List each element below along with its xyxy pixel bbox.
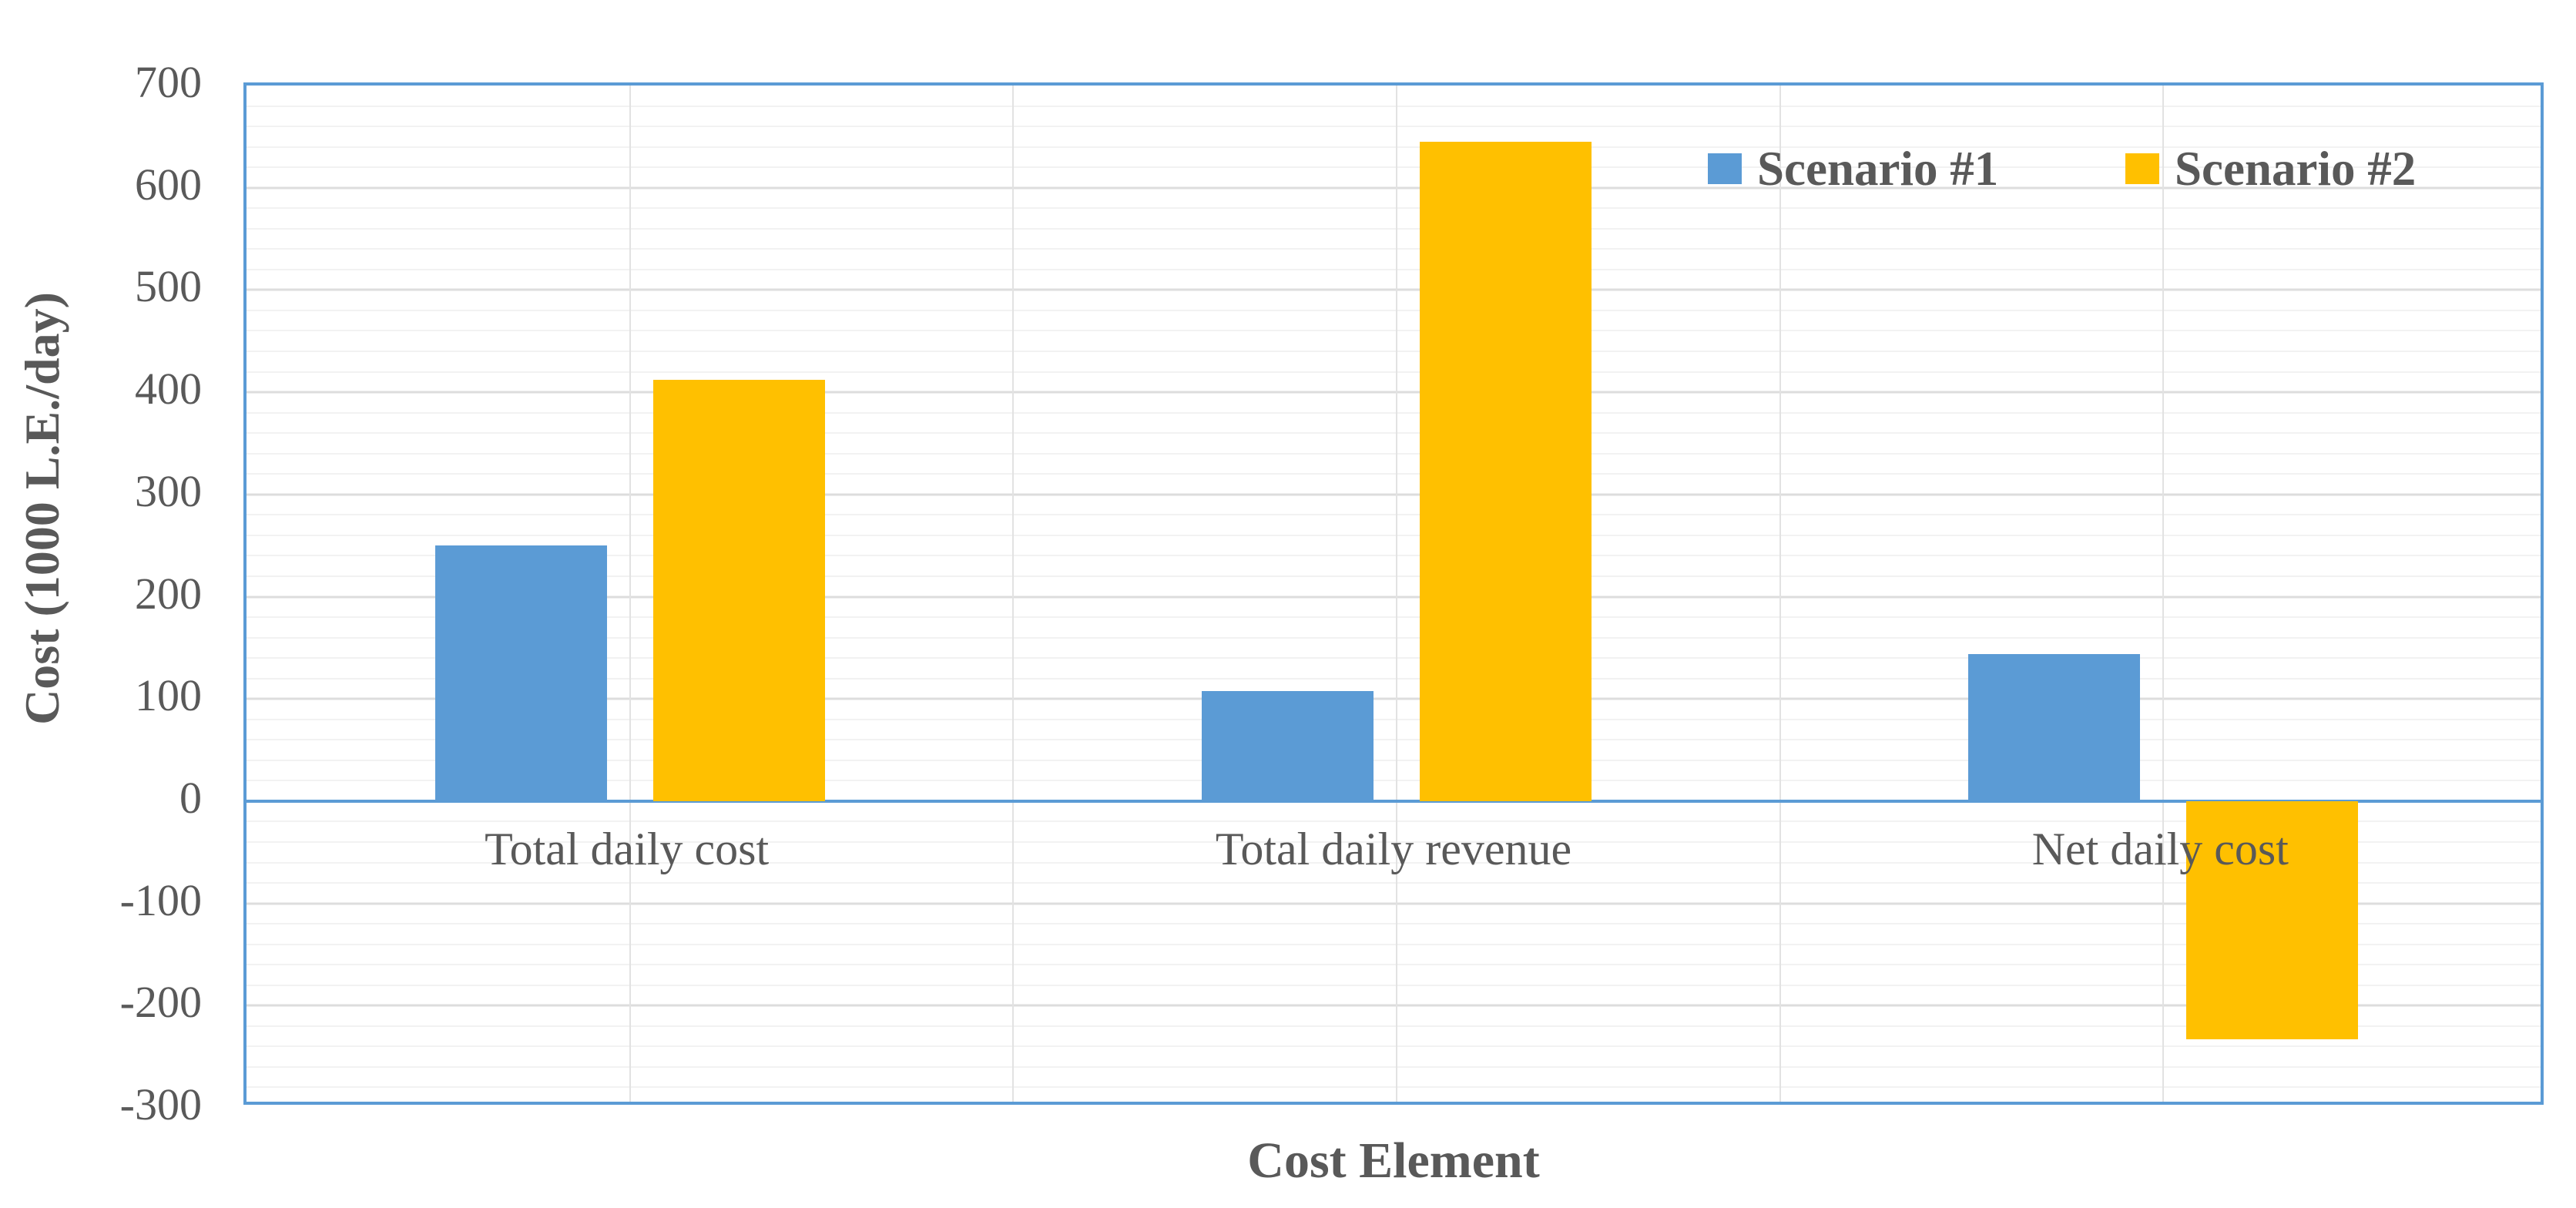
minor-gridline-40 <box>247 759 2541 761</box>
y-tick-label-200: 200 <box>135 568 202 619</box>
minor-gridline--260 <box>247 1065 2541 1068</box>
minor-gridline-60 <box>247 739 2541 741</box>
legend-label-1: Scenario #1 <box>1757 142 1999 196</box>
minor-gridline-440 <box>247 351 2541 353</box>
y-tick-label--100: -100 <box>119 874 202 925</box>
legend-item-2: Scenario #2 <box>2125 142 2417 196</box>
legend-swatch-1 <box>1708 153 1742 184</box>
legend-label-2: Scenario #2 <box>2175 142 2417 196</box>
x-axis-title: Cost Element <box>1247 1132 1540 1189</box>
minor-gridline-620 <box>247 166 2541 169</box>
minor-gridline-320 <box>247 473 2541 475</box>
minor-gridline-420 <box>247 371 2541 373</box>
bar-scenario-1-net-daily-cost <box>1968 653 2141 801</box>
minor-gridline-220 <box>247 575 2541 577</box>
minor-gridline--160 <box>247 964 2541 966</box>
y-tick-label-400: 400 <box>135 364 202 414</box>
vertical-gridline-2 <box>1012 86 1015 1102</box>
minor-gridline--60 <box>247 861 2541 864</box>
minor-gridline--80 <box>247 882 2541 884</box>
minor-gridline--240 <box>247 1045 2541 1048</box>
minor-gridline--180 <box>247 984 2541 986</box>
category-label-total-daily-revenue: Total daily revenue <box>1215 823 1572 874</box>
minor-gridline-120 <box>247 677 2541 680</box>
y-tick-label--200: -200 <box>119 977 202 1028</box>
minor-gridline-140 <box>247 657 2541 659</box>
major-gridline-600 <box>247 186 2541 190</box>
minor-gridline--280 <box>247 1086 2541 1089</box>
minor-gridline-520 <box>247 268 2541 270</box>
minor-gridline-660 <box>247 126 2541 128</box>
major-gridline-500 <box>247 288 2541 291</box>
minor-gridline-260 <box>247 534 2541 536</box>
y-tick-label--300: -300 <box>119 1079 202 1129</box>
major-gridline-400 <box>247 391 2541 394</box>
category-label-total-daily-cost: Total daily cost <box>485 823 770 874</box>
major-gridline--200 <box>247 1004 2541 1007</box>
major-gridline-200 <box>247 596 2541 598</box>
y-tick-label-700: 700 <box>135 57 202 107</box>
vertical-gridline-4 <box>1779 86 1781 1102</box>
minor-gridline-180 <box>247 616 2541 619</box>
minor-gridline-580 <box>247 207 2541 210</box>
minor-gridline-240 <box>247 555 2541 557</box>
y-tick-label-100: 100 <box>135 670 202 721</box>
minor-gridline-680 <box>247 105 2541 107</box>
zero-axis-line <box>247 799 2541 803</box>
minor-gridline--140 <box>247 943 2541 945</box>
minor-gridline--20 <box>247 820 2541 823</box>
minor-gridline-280 <box>247 514 2541 516</box>
minor-gridline-560 <box>247 227 2541 230</box>
major-gridline-100 <box>247 697 2541 700</box>
legend-item-1: Scenario #1 <box>1708 142 1999 196</box>
y-tick-label-500: 500 <box>135 261 202 312</box>
minor-gridline-380 <box>247 411 2541 414</box>
vertical-gridline-5 <box>2162 86 2165 1102</box>
major-gridline--100 <box>247 902 2541 905</box>
minor-gridline-480 <box>247 309 2541 311</box>
minor-gridline-80 <box>247 718 2541 720</box>
minor-gridline-540 <box>247 248 2541 250</box>
minor-gridline--220 <box>247 1025 2541 1027</box>
bar-scenario-2-net-daily-cost <box>2186 800 2359 1040</box>
bar-scenario-1-total-daily-cost <box>434 545 607 801</box>
minor-gridline-640 <box>247 146 2541 148</box>
minor-gridline-20 <box>247 780 2541 782</box>
bar-scenario-2-total-daily-cost <box>652 380 825 801</box>
bar-scenario-2-total-daily-revenue <box>1420 141 1592 801</box>
vertical-gridline-3 <box>1396 86 1397 1102</box>
minor-gridline-160 <box>247 636 2541 639</box>
vertical-gridline-1 <box>629 86 631 1102</box>
minor-gridline--40 <box>247 841 2541 843</box>
y-tick-label-300: 300 <box>135 465 202 516</box>
y-tick-label-600: 600 <box>135 159 202 210</box>
plot-area <box>243 82 2544 1105</box>
y-tick-label-0: 0 <box>179 772 202 823</box>
minor-gridline-460 <box>247 330 2541 332</box>
legend-swatch-2 <box>2125 153 2159 184</box>
bar-scenario-1-total-daily-revenue <box>1202 690 1374 801</box>
minor-gridline-340 <box>247 452 2541 455</box>
minor-gridline--120 <box>247 923 2541 925</box>
minor-gridline-360 <box>247 432 2541 435</box>
category-label-net-daily-cost: Net daily cost <box>2031 823 2289 874</box>
major-gridline-300 <box>247 493 2541 496</box>
